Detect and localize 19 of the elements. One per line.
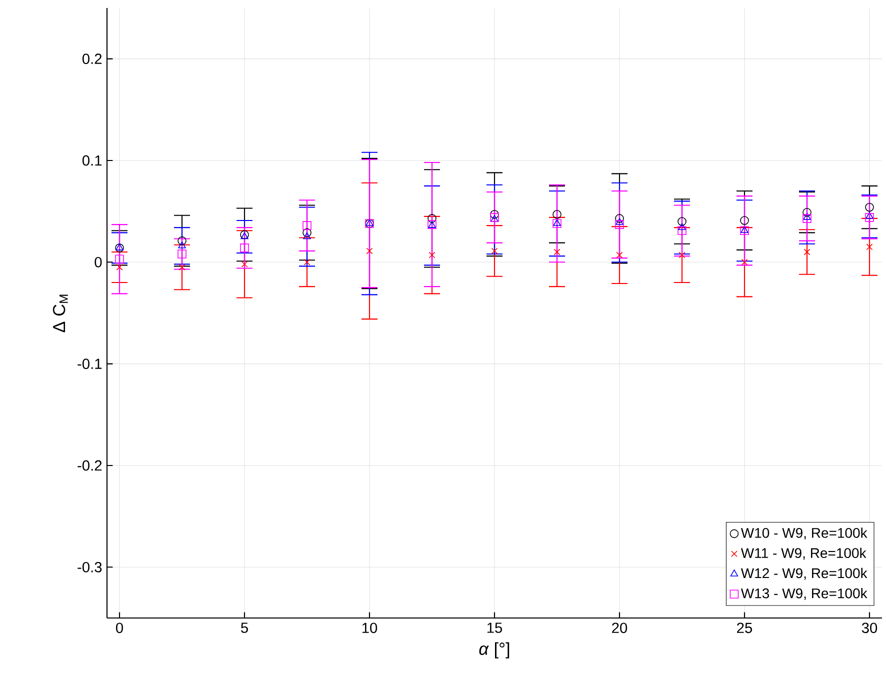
x-tick-label: 10 — [362, 622, 378, 634]
legend-label: W12 - W9, Re=100k — [740, 568, 868, 580]
y-tick-label: 0.1 — [82, 155, 102, 166]
legend-label: W11 - W9, Re=100k — [740, 548, 866, 560]
y-tick-label: -0.1 — [78, 358, 102, 370]
y-tick-label: 0 — [94, 256, 102, 268]
y-tick-label: -0.3 — [78, 562, 102, 572]
x-tick-label: 30 — [862, 622, 878, 634]
x-tick-label: 5 — [241, 622, 248, 633]
x-tick-label: 25 — [737, 622, 752, 634]
legend-label: W10 - W9, Re=100k — [740, 528, 868, 540]
legend-label: W13 - W9, Re=100k — [740, 588, 868, 600]
x-tick-label: 0 — [116, 622, 123, 634]
y-tick-label: -0.2 — [78, 460, 102, 471]
x-tick-label: 20 — [612, 622, 628, 634]
x-tick-label: 15 — [487, 622, 502, 633]
x-axis-title: α [°] — [479, 642, 510, 658]
y-tick-label: 0.2 — [82, 54, 102, 64]
y-axis-title: Δ C$_{M}$ — [52, 294, 68, 332]
